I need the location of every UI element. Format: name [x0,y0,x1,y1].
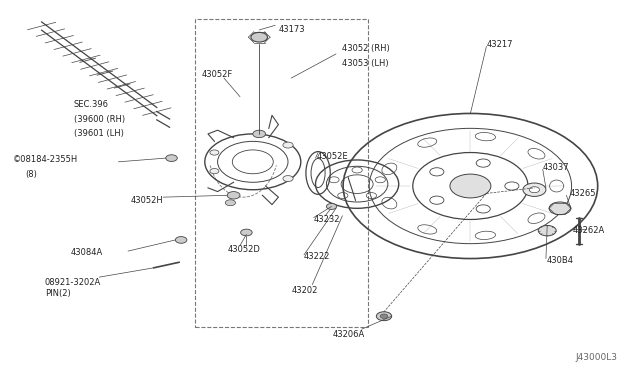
Circle shape [283,176,293,182]
Circle shape [326,203,337,209]
Text: ©08184-2355H: ©08184-2355H [13,155,78,164]
Circle shape [241,229,252,236]
Text: 43052D: 43052D [227,245,260,254]
Circle shape [166,155,177,161]
Circle shape [210,169,219,174]
Circle shape [251,32,268,42]
Circle shape [376,312,392,321]
Circle shape [253,130,266,138]
Text: 43052F: 43052F [202,70,233,79]
Circle shape [529,187,540,193]
Circle shape [210,150,219,155]
Circle shape [523,183,546,196]
Text: PIN(2): PIN(2) [45,289,70,298]
Text: 430B4: 430B4 [547,256,573,265]
Text: 43206A: 43206A [333,330,365,339]
Text: SEC.396: SEC.396 [74,100,109,109]
Text: 43037: 43037 [543,163,570,172]
Text: 43232: 43232 [314,215,340,224]
Text: 43052H: 43052H [131,196,163,205]
Circle shape [225,200,236,206]
Text: 43202: 43202 [291,286,317,295]
Text: 08921-3202A: 08921-3202A [45,278,101,287]
Text: 43053 (LH): 43053 (LH) [342,59,389,68]
Text: 43265: 43265 [570,189,596,198]
Ellipse shape [450,174,491,198]
Circle shape [227,192,240,199]
Text: 43084A: 43084A [70,248,102,257]
Text: (8): (8) [26,170,38,179]
Text: 43052 (RH): 43052 (RH) [342,44,390,53]
Text: 43217: 43217 [486,40,513,49]
Circle shape [283,142,293,148]
Text: (39601 (LH): (39601 (LH) [74,129,124,138]
Bar [195,19,368,327]
Circle shape [175,237,187,243]
Text: 43222: 43222 [304,252,330,261]
Text: 43173: 43173 [278,25,305,34]
Text: 43052E: 43052E [317,152,348,161]
Circle shape [549,202,571,215]
Text: J43000L3: J43000L3 [575,353,618,362]
Text: 43262A: 43262A [573,226,605,235]
Circle shape [538,225,556,236]
Circle shape [380,314,388,318]
Text: (39600 (RH): (39600 (RH) [74,115,125,124]
